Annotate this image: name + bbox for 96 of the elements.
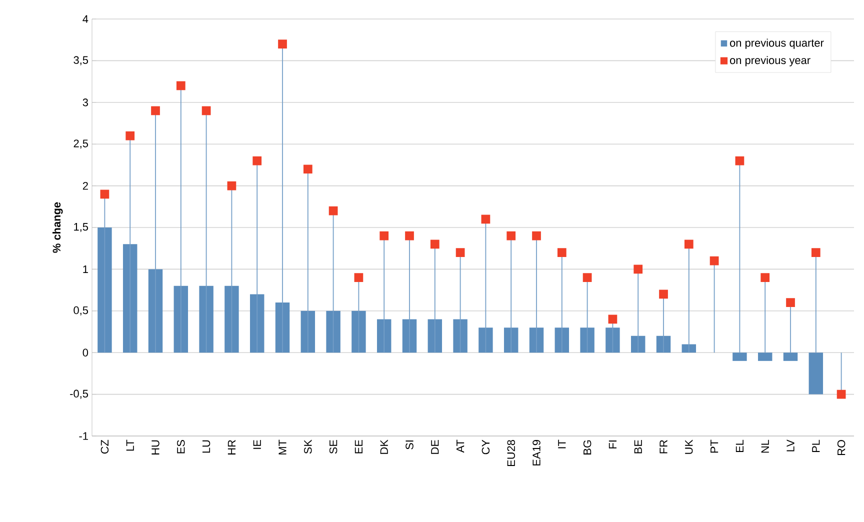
y-tick-label: 1 bbox=[83, 265, 88, 273]
y-tick-label: 0 bbox=[82, 348, 88, 356]
point bbox=[252, 156, 262, 166]
y-tick-label: 2 bbox=[82, 182, 88, 190]
y-tick-label: -0,5 bbox=[70, 390, 88, 399]
bar bbox=[428, 319, 442, 353]
bar bbox=[606, 328, 620, 353]
point bbox=[430, 240, 440, 249]
x-tick-label: NL bbox=[761, 440, 769, 453]
x-tick-label: LV bbox=[786, 440, 794, 452]
bar bbox=[554, 328, 570, 353]
x-tick-label: CZ bbox=[100, 440, 109, 454]
point bbox=[532, 231, 541, 240]
bar bbox=[478, 328, 493, 353]
point bbox=[202, 106, 211, 116]
x-tick-label: HR bbox=[228, 440, 236, 454]
point bbox=[354, 273, 364, 282]
x-tick-label: LU bbox=[202, 440, 210, 453]
x-tick-label: HU bbox=[152, 440, 160, 454]
point bbox=[126, 131, 135, 140]
x-tick-label: BG bbox=[583, 440, 592, 454]
point bbox=[811, 248, 820, 257]
x-tick-label: EA19 bbox=[532, 440, 540, 466]
x-tick-label: BE bbox=[634, 440, 642, 454]
bar bbox=[300, 310, 316, 353]
bar bbox=[174, 286, 188, 353]
x-tick-label: PL bbox=[812, 440, 820, 452]
x-tick-label: IE bbox=[253, 440, 261, 449]
x-tick-label: FR bbox=[660, 440, 668, 454]
x-tick-label: EU28 bbox=[507, 440, 515, 466]
y-tick-label: 0,5 bbox=[74, 306, 88, 316]
x-tick-label: SE bbox=[329, 440, 338, 454]
point bbox=[659, 290, 668, 299]
bar bbox=[250, 294, 264, 353]
point bbox=[557, 248, 566, 257]
bar bbox=[199, 286, 214, 353]
bar bbox=[758, 352, 772, 361]
bar bbox=[580, 328, 594, 353]
point bbox=[176, 81, 186, 90]
x-tick-label: DK bbox=[380, 440, 388, 454]
x-tick-label: SI bbox=[406, 440, 414, 450]
y-axis-title: % change bbox=[52, 202, 63, 253]
x-tick-label: EE bbox=[354, 440, 362, 454]
x-tick-label: SK bbox=[304, 440, 312, 454]
x-tick-label: CY bbox=[482, 440, 490, 454]
x-tick-label: IT bbox=[558, 440, 566, 448]
bar bbox=[326, 310, 340, 353]
point bbox=[684, 240, 694, 249]
y-tick-label: 3 bbox=[82, 98, 88, 106]
bar bbox=[453, 319, 468, 353]
y-tick-label: 4 bbox=[82, 15, 88, 23]
legend-label: on previous quarter bbox=[730, 38, 824, 49]
point bbox=[786, 298, 795, 307]
point bbox=[151, 106, 160, 116]
x-tick-label: MT bbox=[278, 440, 286, 454]
point bbox=[227, 181, 236, 190]
bar bbox=[122, 244, 138, 353]
x-tick-label: EL bbox=[736, 440, 744, 452]
point bbox=[303, 164, 312, 174]
x-tick-label: AT bbox=[456, 440, 464, 453]
point bbox=[760, 273, 770, 282]
legend-label: on previous year bbox=[730, 56, 810, 66]
point bbox=[100, 190, 110, 199]
x-tick-label: LT bbox=[126, 440, 134, 451]
point bbox=[328, 206, 338, 216]
y-tick-label: 2,5 bbox=[74, 140, 88, 149]
y-tick-label: 1,5 bbox=[74, 223, 88, 232]
point bbox=[405, 231, 414, 240]
x-tick-label: UK bbox=[685, 440, 693, 454]
bar bbox=[98, 228, 112, 353]
bar bbox=[783, 352, 798, 361]
y-tick-label: 3,5 bbox=[74, 56, 88, 66]
point bbox=[836, 390, 846, 399]
point bbox=[278, 40, 287, 48]
bar bbox=[376, 319, 392, 353]
bar bbox=[732, 352, 747, 361]
x-tick-label: FI bbox=[608, 440, 616, 448]
point bbox=[481, 214, 490, 224]
bar bbox=[224, 286, 239, 353]
point bbox=[456, 248, 465, 257]
point bbox=[506, 231, 516, 240]
bar bbox=[504, 328, 518, 353]
y-tick-label: -1 bbox=[79, 432, 88, 440]
x-tick-label: ES bbox=[177, 440, 185, 454]
point bbox=[735, 156, 744, 166]
point bbox=[380, 231, 389, 240]
bar bbox=[352, 310, 366, 353]
x-tick-label: DE bbox=[431, 440, 439, 454]
point bbox=[710, 256, 719, 266]
point bbox=[582, 273, 592, 282]
x-tick-label: PT bbox=[710, 440, 718, 453]
x-tick-label: RO bbox=[837, 440, 846, 456]
point bbox=[608, 314, 618, 324]
bar bbox=[630, 336, 646, 353]
bar bbox=[808, 352, 824, 394]
point bbox=[634, 264, 643, 274]
